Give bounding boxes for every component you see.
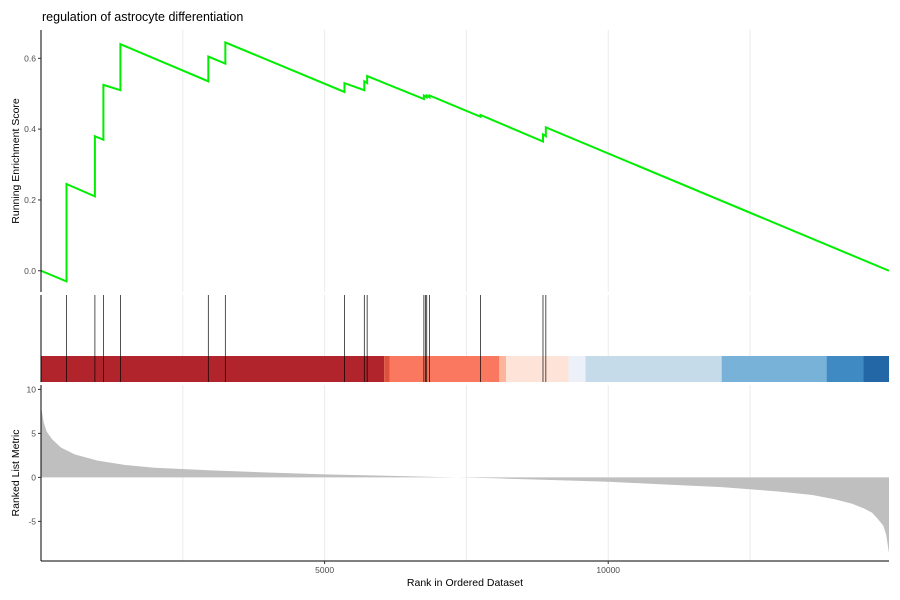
bottom-y-axis-label: Ranked List Metric (10, 430, 22, 517)
color-bar-segment (384, 356, 390, 382)
color-bar-segment (721, 356, 827, 382)
ranked-metric-area (41, 407, 889, 554)
rank-color-bar (41, 356, 889, 382)
color-bar-segment (826, 356, 864, 382)
x-ticks: 5000 10000 (315, 561, 620, 575)
color-bar-segment (585, 356, 722, 382)
ranked-metric-fill (41, 407, 889, 554)
enrichment-score-line (40, 40, 890, 283)
color-bar-segment (41, 356, 385, 382)
color-bar-segment (389, 356, 500, 382)
axes (40, 30, 889, 562)
chart-title: regulation of astrocyte differentiation (42, 10, 243, 24)
y-tick-label: 0.2 (24, 195, 36, 205)
top-y-ticks: 0.0 0.2 0.4 0.6 (24, 53, 41, 276)
y-tick-label: -5 (28, 516, 36, 526)
enrichment-score-series (40, 40, 890, 283)
top-panel-gridlines (182, 30, 751, 292)
y-tick-label: 0 (31, 472, 36, 482)
x-tick-label: 10000 (596, 565, 620, 575)
y-tick-label: 0.0 (24, 266, 36, 276)
top-y-axis-label: Running Enrichment Score (10, 98, 22, 224)
color-bar-segment (863, 356, 889, 382)
gene-hit-markers (66, 295, 547, 382)
hit-panel-gridlines (182, 295, 751, 356)
x-axis-label: Rank in Ordered Dataset (407, 577, 523, 589)
bottom-y-ticks: 10 5 0 -5 (27, 384, 41, 526)
y-tick-label: 10 (27, 384, 37, 394)
color-bar-segment (568, 356, 586, 382)
color-bar-segment (506, 356, 569, 382)
y-tick-label: 5 (31, 428, 36, 438)
x-tick-label: 5000 (315, 565, 334, 575)
y-tick-label: 0.6 (24, 53, 36, 63)
y-tick-label: 0.4 (24, 124, 36, 134)
color-bar-segment (499, 356, 507, 382)
